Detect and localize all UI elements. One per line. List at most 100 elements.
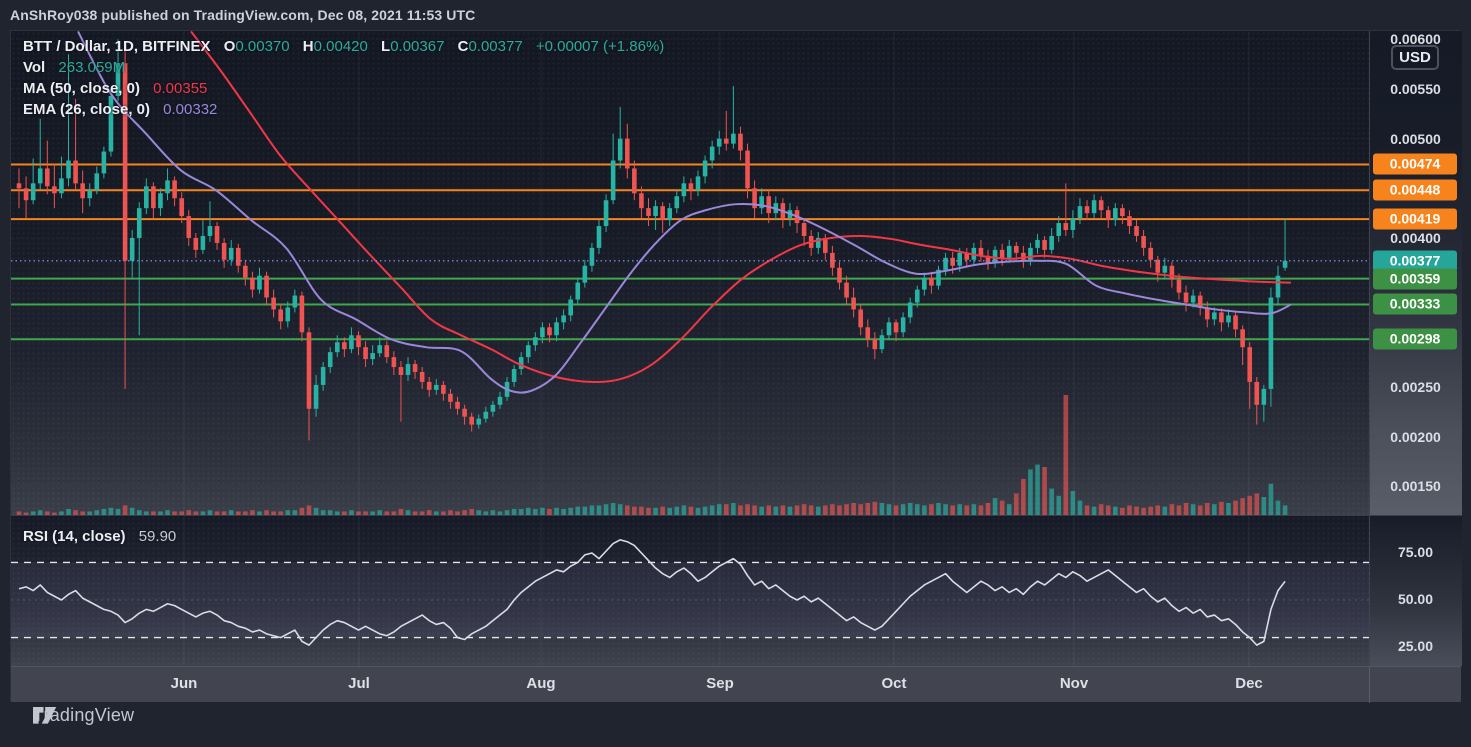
rsi-chart-canvas[interactable] [11, 516, 1369, 666]
candle [1233, 315, 1238, 330]
attribution-text: AnShRoy038 published on TradingView.com,… [10, 7, 476, 23]
volume-bar [313, 507, 319, 515]
volume-bar [44, 511, 50, 515]
price-scale[interactable]: USD 0.00600 0.00550 0.00500 0.00400 0.00250 0… [1369, 31, 1462, 666]
volume-bar [235, 511, 241, 515]
price-axis-badge: 0.00419 [1373, 208, 1457, 230]
candle [73, 160, 78, 184]
volume-bar [752, 505, 757, 515]
candle [1247, 347, 1253, 382]
volume-bar [66, 509, 71, 515]
volume-bar [561, 509, 566, 515]
currency-badge[interactable]: USD [1391, 45, 1439, 70]
candle [907, 302, 913, 318]
rsi-pane[interactable]: RSI (14, close) 59.90 [11, 515, 1369, 666]
volume-bar [1091, 506, 1097, 515]
volume-bar [1212, 504, 1217, 515]
volume-bar [462, 510, 467, 515]
low-value: 0.00367 [390, 38, 445, 55]
candle [752, 188, 757, 209]
volume-bar [787, 506, 793, 515]
candle [1155, 259, 1161, 273]
volume-bar [632, 506, 637, 515]
candle [879, 335, 885, 350]
volume-bar [603, 504, 609, 515]
candle [561, 315, 566, 323]
candle [731, 133, 736, 144]
volume-bar [1219, 501, 1224, 515]
candle [441, 384, 446, 394]
candle [1049, 235, 1054, 250]
volume-bar [971, 504, 977, 515]
volume-value: 263.059M [58, 59, 126, 76]
candle [1240, 329, 1245, 348]
candle [235, 247, 241, 266]
candle [108, 95, 114, 152]
volume-bar [844, 504, 849, 515]
volume-label: Vol [23, 59, 46, 76]
main-chart-pane[interactable]: BTT / Dollar, 1D, BITFINEX O0.00370 H0.0… [11, 31, 1369, 515]
candle [1162, 265, 1168, 273]
symbol-title: BTT / Dollar, 1D, BITFINEX [23, 38, 211, 55]
volume-bar [1077, 500, 1083, 515]
price-chart-canvas[interactable] [11, 31, 1369, 515]
volume-bar [469, 509, 474, 515]
volume-bar [936, 503, 941, 515]
volume-bar [1141, 507, 1146, 515]
candle [264, 275, 269, 298]
rsi-label: RSI (14, close) [23, 528, 126, 545]
candle [384, 345, 390, 358]
candle [469, 416, 474, 425]
time-axis[interactable]: Jun Jul Aug Sep Oct Nov Dec [11, 666, 1461, 703]
candle [412, 364, 418, 373]
volume-bar [709, 505, 715, 515]
volume-bar [1226, 503, 1231, 515]
volume-bar [1247, 495, 1253, 515]
volume-bar [497, 511, 503, 515]
candle [122, 63, 128, 261]
volume-bar [426, 510, 432, 515]
volume-bar [681, 505, 687, 515]
volume-bar [179, 511, 184, 515]
candle [129, 237, 135, 261]
candle [893, 322, 899, 333]
volume-bar [688, 506, 694, 515]
price-axis-badge: 0.00359 [1373, 268, 1457, 290]
candle [101, 151, 107, 174]
price-tick-label: 0.00250 [1390, 378, 1441, 395]
volume-bar [660, 506, 665, 515]
candle [759, 196, 764, 209]
candle [462, 408, 467, 417]
candle [377, 345, 383, 354]
volume-bar [306, 505, 312, 515]
volume-bar [292, 510, 298, 515]
candle [992, 249, 998, 263]
candle [1190, 295, 1196, 303]
candle [405, 364, 411, 375]
volume-bar [858, 504, 863, 515]
volume-bar [716, 504, 722, 515]
ema26-line [77, 31, 1292, 394]
tradingview-logo-link[interactable]: TradingView [33, 705, 134, 726]
volume-bar [327, 510, 333, 515]
candle [610, 160, 616, 201]
candle [313, 384, 319, 409]
candle [738, 133, 743, 151]
volume-bar [929, 504, 934, 515]
ma50-line [190, 31, 1292, 384]
candle [391, 357, 397, 368]
volume-bar [158, 511, 163, 515]
rsi-scale-background [1370, 515, 1462, 666]
volume-bar [136, 510, 142, 515]
candle [1063, 223, 1069, 231]
candle [667, 208, 673, 221]
volume-bar [356, 511, 361, 515]
candle [1006, 245, 1012, 258]
candle [985, 255, 991, 263]
volume-bar [914, 504, 920, 515]
volume-bar [999, 500, 1005, 515]
month-label-oct: Oct [881, 675, 907, 692]
candle [957, 252, 963, 266]
volume-bar [801, 504, 807, 515]
volume-bar [1233, 500, 1238, 515]
